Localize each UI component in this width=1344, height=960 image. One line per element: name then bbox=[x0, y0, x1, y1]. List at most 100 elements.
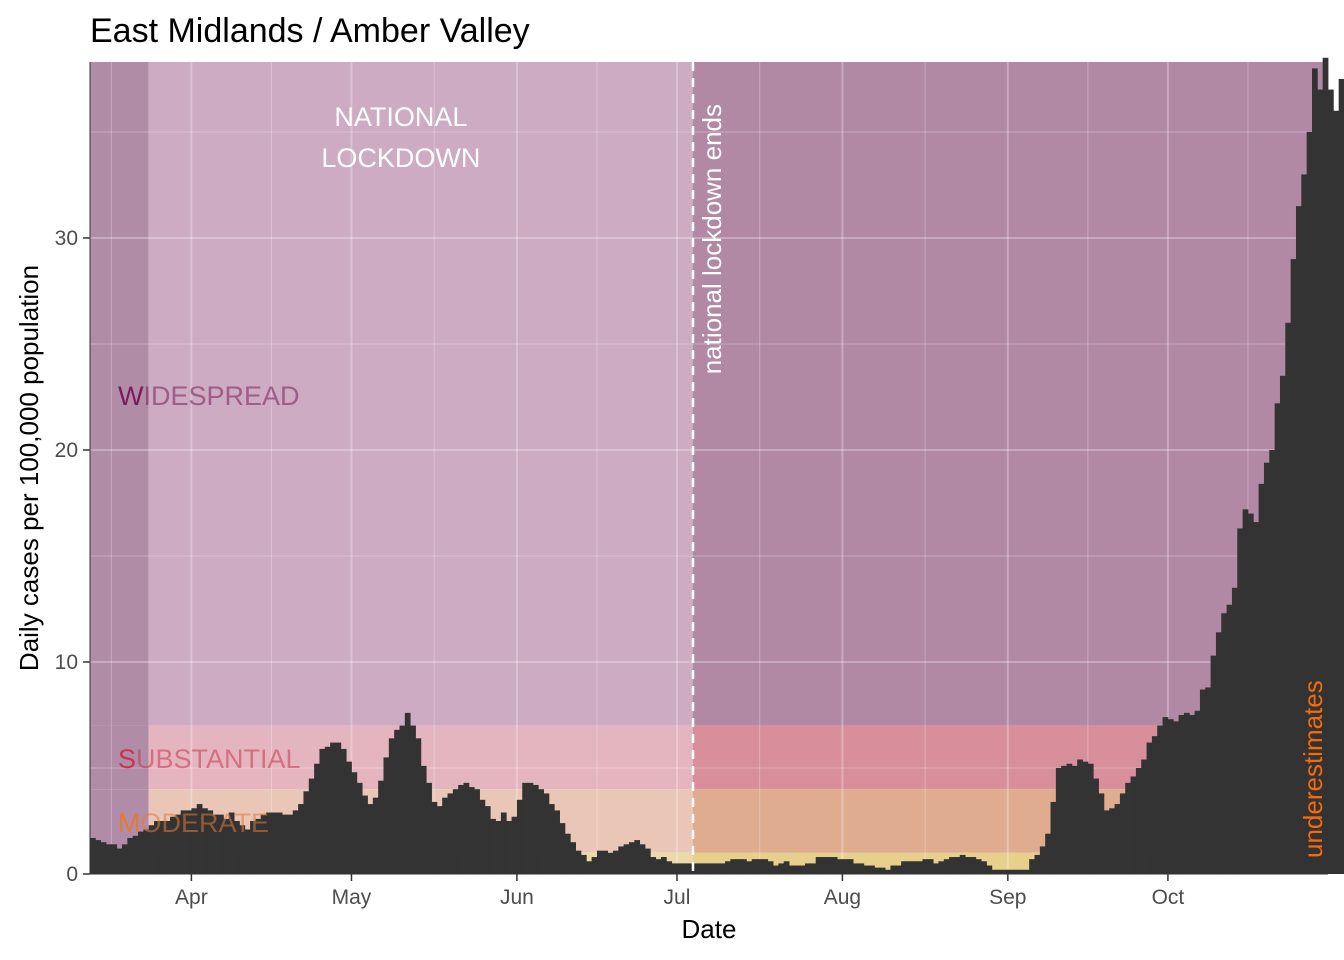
bar bbox=[698, 863, 705, 874]
bar bbox=[143, 829, 150, 874]
bar bbox=[394, 729, 400, 874]
bar bbox=[1103, 810, 1110, 874]
bar bbox=[260, 814, 267, 874]
bar bbox=[789, 865, 795, 874]
bar bbox=[404, 712, 411, 874]
bar bbox=[175, 814, 182, 874]
bar bbox=[986, 865, 993, 874]
bar bbox=[154, 820, 160, 874]
bar bbox=[1306, 131, 1313, 874]
bar bbox=[340, 748, 347, 874]
bar bbox=[100, 842, 107, 874]
bar bbox=[538, 789, 544, 874]
bar bbox=[1013, 869, 1019, 874]
bar bbox=[148, 825, 155, 874]
bar bbox=[180, 810, 187, 874]
annotations: NATIONAL LOCKDOWN national lockdown ends WI… bbox=[118, 62, 1328, 874]
bar bbox=[602, 850, 609, 874]
bar bbox=[805, 863, 811, 874]
bar bbox=[207, 810, 214, 874]
bar bbox=[1237, 528, 1244, 874]
band-label: MODERATE bbox=[118, 808, 269, 838]
bar bbox=[847, 859, 854, 874]
bar bbox=[1023, 869, 1030, 874]
bar bbox=[292, 810, 299, 874]
bar bbox=[543, 793, 550, 874]
bar bbox=[1295, 206, 1302, 874]
bar bbox=[954, 857, 961, 874]
bar bbox=[575, 850, 582, 874]
bar bbox=[741, 859, 747, 874]
bar bbox=[1311, 68, 1318, 875]
bar bbox=[959, 854, 966, 874]
bar bbox=[1125, 782, 1131, 874]
bar bbox=[901, 861, 907, 874]
bar bbox=[506, 820, 512, 874]
bar bbox=[997, 869, 1003, 874]
bar bbox=[351, 772, 358, 874]
bar bbox=[90, 837, 96, 874]
bar bbox=[826, 857, 833, 874]
bar bbox=[170, 816, 176, 874]
bar bbox=[831, 857, 838, 874]
bar bbox=[660, 857, 667, 874]
bar bbox=[719, 863, 726, 874]
bar bbox=[1061, 765, 1067, 874]
bar bbox=[1162, 717, 1169, 874]
bar bbox=[127, 837, 134, 874]
bar bbox=[282, 814, 288, 874]
bar bbox=[1338, 78, 1344, 875]
bar bbox=[735, 859, 742, 874]
bar bbox=[298, 804, 304, 874]
bar bbox=[308, 778, 315, 874]
bar bbox=[362, 795, 368, 874]
bar bbox=[634, 840, 641, 874]
bar bbox=[239, 825, 246, 874]
bar bbox=[778, 863, 785, 874]
bar bbox=[885, 869, 891, 874]
bar bbox=[1290, 259, 1297, 875]
x-tick-label: May bbox=[332, 886, 372, 909]
bar bbox=[890, 865, 897, 874]
bar bbox=[559, 823, 566, 874]
bar bbox=[869, 865, 875, 874]
bar bbox=[1269, 449, 1276, 874]
bar bbox=[1301, 174, 1308, 874]
bar bbox=[1231, 587, 1238, 874]
bar bbox=[725, 861, 731, 874]
bar bbox=[1151, 736, 1158, 874]
bar bbox=[1050, 801, 1057, 874]
bar bbox=[1178, 714, 1185, 874]
bar bbox=[676, 863, 683, 874]
bar bbox=[863, 865, 870, 874]
bar bbox=[591, 857, 598, 874]
bar bbox=[751, 859, 758, 874]
bar bbox=[452, 789, 459, 874]
bar bbox=[943, 859, 950, 874]
bar bbox=[196, 804, 203, 874]
bar bbox=[1130, 776, 1137, 874]
bar bbox=[212, 814, 219, 874]
bar bbox=[949, 857, 955, 874]
bar bbox=[484, 806, 491, 874]
bar bbox=[490, 818, 496, 874]
bar bbox=[244, 829, 251, 874]
bar bbox=[271, 812, 278, 874]
bar bbox=[500, 812, 507, 874]
bar bbox=[116, 848, 123, 874]
bar bbox=[511, 816, 518, 874]
bar bbox=[1141, 759, 1147, 874]
bar bbox=[1093, 778, 1099, 874]
bar bbox=[975, 859, 982, 874]
bar bbox=[319, 748, 326, 874]
x-axis-title: Date bbox=[682, 914, 737, 944]
bar bbox=[564, 833, 571, 874]
bar bbox=[1173, 721, 1179, 874]
bar bbox=[714, 863, 721, 874]
bar bbox=[223, 818, 230, 874]
bar bbox=[426, 782, 432, 874]
bar bbox=[234, 820, 240, 874]
x-tick-label: Oct bbox=[1152, 886, 1185, 909]
bar bbox=[586, 861, 593, 874]
bar bbox=[666, 861, 673, 874]
